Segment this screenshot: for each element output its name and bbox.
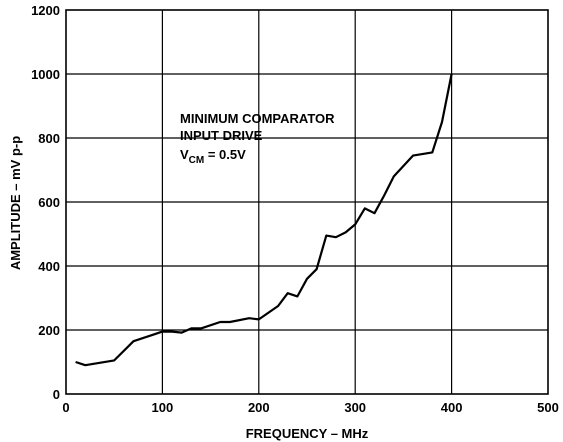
x-tick-labels: 0 100 200 300 400 500 (62, 400, 558, 415)
annotation-value: = 0.5V (204, 147, 246, 162)
y-axis-title: AMPLITUDE – mV p-p (8, 136, 23, 270)
y-tick-label: 800 (38, 131, 60, 146)
series-line (75, 73, 453, 367)
y-tick-label: 1000 (31, 67, 60, 82)
y-tick-label: 600 (38, 195, 60, 210)
y-tick-label: 0 (53, 387, 60, 402)
y-tick-label: 1200 (31, 3, 60, 18)
annotation-line-3: VCM = 0.5V (180, 147, 246, 166)
x-axis-title: FREQUENCY – MHz (246, 426, 369, 441)
x-tick-label: 400 (441, 400, 463, 415)
y-tick-labels: 0 200 400 600 800 1000 1200 (31, 3, 60, 402)
grid (66, 10, 548, 394)
annotation: MINIMUM COMPARATOR INPUT DRIVE VCM = 0.5… (180, 111, 335, 166)
x-tick-label: 0 (62, 400, 69, 415)
x-tick-label: 300 (344, 400, 366, 415)
plot-frame (65, 9, 549, 395)
x-tick-label: 100 (152, 400, 174, 415)
annotation-line-2: INPUT DRIVE (180, 128, 263, 143)
annotation-cm: CM (189, 155, 205, 166)
y-tick-label: 200 (38, 323, 60, 338)
annotation-v: V (180, 147, 189, 162)
x-tick-label: 200 (248, 400, 270, 415)
x-tick-label: 500 (537, 400, 559, 415)
annotation-line-1: MINIMUM COMPARATOR (180, 111, 335, 126)
y-tick-label: 400 (38, 259, 60, 274)
